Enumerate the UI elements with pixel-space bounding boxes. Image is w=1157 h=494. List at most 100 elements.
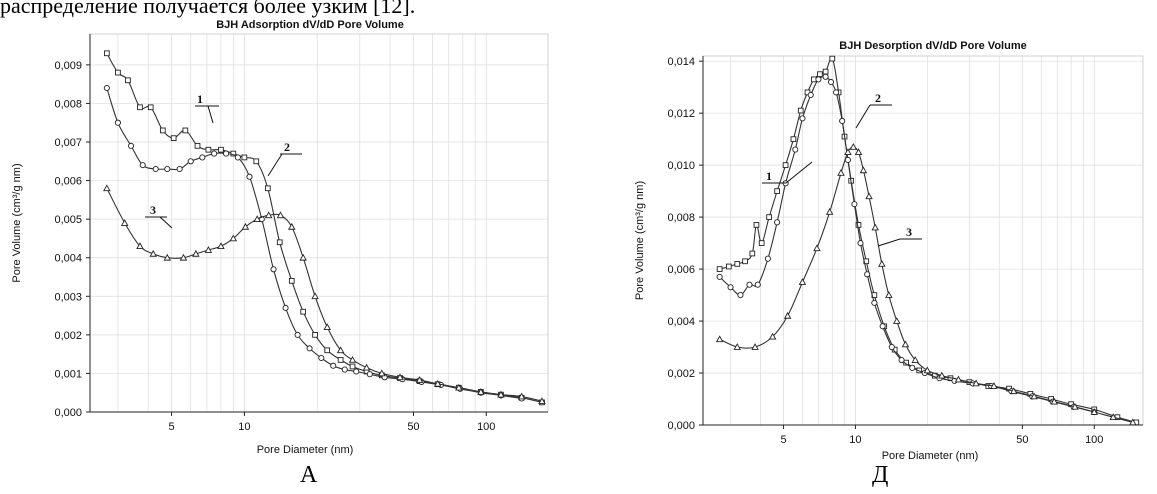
y-tick-label: 0,000 (667, 420, 695, 432)
data-point-1 (766, 214, 772, 220)
data-point-2 (815, 76, 822, 83)
data-point-3 (204, 246, 213, 253)
curve-leader-line (207, 105, 214, 124)
curve-label-3: 3 (150, 203, 156, 217)
data-point-2 (879, 323, 886, 330)
data-point-3 (938, 371, 946, 379)
data-point-1 (276, 239, 283, 246)
y-tick-label: 0,012 (667, 108, 695, 120)
data-point-3 (311, 292, 319, 300)
data-point-2 (270, 266, 277, 273)
data-point-1 (205, 146, 212, 153)
data-point-1 (147, 104, 154, 111)
data-point-3 (798, 278, 807, 285)
x-axis-label: Pore Diameter (nm) (882, 450, 979, 462)
data-point-3 (497, 390, 505, 398)
y-tick-label: 0,006 (54, 176, 82, 188)
y-tick-label: 0,001 (54, 368, 82, 380)
data-point-2 (128, 142, 135, 149)
y-tick-label: 0,007 (54, 137, 82, 149)
x-axis-label: Pore Diameter (nm) (257, 444, 354, 456)
curve-label-1: 1 (766, 169, 772, 183)
x-tick-label: 5 (169, 421, 175, 433)
data-point-3 (885, 291, 893, 298)
data-point-2 (827, 78, 835, 86)
data-point-1 (790, 136, 797, 143)
y-tick-label: 0,005 (54, 214, 82, 226)
data-point-1 (312, 332, 318, 338)
data-point-2 (330, 362, 337, 369)
data-point-1 (264, 185, 271, 192)
data-point-2 (246, 173, 253, 180)
data-point-1 (716, 266, 723, 272)
data-point-3 (136, 242, 144, 249)
data-point-1 (170, 135, 177, 141)
y-tick-label: 0,003 (54, 291, 82, 303)
data-point-2 (746, 281, 753, 288)
data-point-2 (807, 91, 814, 99)
curve-label-2: 2 (284, 140, 290, 154)
data-point-3 (854, 148, 863, 155)
data-point-3 (878, 259, 886, 267)
data-point-3 (1090, 408, 1099, 415)
data-point-3 (336, 346, 345, 354)
data-point-2 (139, 162, 146, 169)
data-point-2 (792, 146, 799, 153)
data-point-3 (733, 343, 742, 350)
data-point-2 (366, 371, 373, 378)
data-point-2 (318, 354, 325, 362)
x-tick-label: 50 (407, 421, 419, 433)
data-point-3 (103, 184, 111, 192)
data-point-1 (137, 104, 143, 111)
plot-frame (702, 55, 1144, 426)
data-point-2 (857, 240, 864, 247)
y-axis-label: Pore Volume (cm³/g nm) (634, 181, 646, 300)
paragraph-text: распределение получается более узким [12… (0, 0, 416, 18)
data-point-3 (264, 211, 273, 219)
data-point-3 (241, 222, 250, 230)
data-point-3 (276, 211, 285, 219)
data-point-3 (954, 375, 963, 383)
data-point-3 (911, 356, 920, 363)
y-tick-label: 0,004 (54, 253, 82, 265)
data-point-2 (223, 150, 230, 157)
data-point-3 (192, 249, 200, 257)
data-point-1 (829, 55, 836, 62)
data-point-1 (115, 69, 121, 76)
data-point-2 (187, 158, 194, 165)
data-point-3 (923, 366, 932, 374)
data-point-3 (229, 234, 238, 242)
data-point-2 (822, 73, 829, 80)
y-tick-label: 0,002 (54, 330, 82, 342)
data-point-1 (774, 188, 780, 194)
data-point-2 (103, 84, 110, 92)
data-point-3 (362, 363, 371, 371)
data-point-1 (337, 357, 344, 363)
data-point-1 (725, 263, 732, 270)
data-point-3 (455, 383, 463, 391)
x-tick-label: 10 (849, 434, 861, 446)
curve-leader-line (159, 216, 173, 229)
data-point-3 (1129, 418, 1137, 426)
data-point-3 (415, 376, 424, 383)
data-point-3 (825, 207, 834, 215)
data-point-1 (855, 222, 862, 228)
data-point-1 (103, 50, 110, 57)
data-point-3 (768, 332, 777, 340)
data-point-3 (538, 397, 546, 405)
curve-leader-line (877, 238, 901, 247)
data-point-1 (758, 240, 765, 246)
data-point-3 (859, 166, 868, 174)
data-point-2 (114, 119, 121, 126)
data-point-2 (851, 201, 858, 208)
data-point-2 (754, 281, 761, 288)
data-point-3 (433, 379, 442, 387)
data-point-3 (120, 219, 129, 226)
data-point-1 (125, 77, 131, 84)
data-point-2 (353, 368, 360, 375)
x-tick-label: 5 (780, 434, 786, 446)
data-point-2 (176, 165, 183, 173)
data-point-3 (990, 382, 998, 389)
